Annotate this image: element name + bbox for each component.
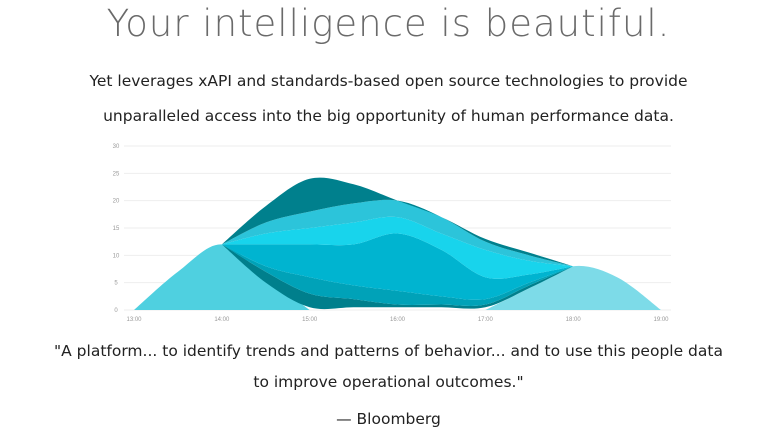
x-tick-label: 18:00 [566, 317, 582, 323]
y-tick-label: 15 [113, 226, 120, 232]
y-tick-label: 5 [114, 281, 118, 287]
x-tick-label: 13:00 [126, 317, 142, 323]
stream-layer-5 [221, 216, 574, 279]
y-tick-label: 30 [113, 144, 120, 150]
stream-chart: 0 5 10 15 20 25 30 13:00 14:00 15:00 16:00 17:00 18:… [113, 144, 671, 323]
x-tick-label: 17:00 [478, 317, 494, 323]
x-tick-label: 14:00 [214, 317, 230, 323]
hero-subtitle-line-2: unparalleled access into the big opportu… [103, 107, 674, 125]
quote-line-1: "A platform... to identify trends and pa… [54, 342, 723, 360]
quote-attribution: — Bloomberg [336, 410, 441, 428]
y-tick-label: 0 [114, 308, 118, 314]
stream-layer-6 [221, 199, 574, 267]
stream-layer-1 [485, 265, 661, 310]
quote-line-2: to improve operational outcomes." [253, 373, 524, 391]
stream-layer-0 [134, 244, 310, 310]
y-tick-label: 10 [113, 253, 120, 259]
y-tick-label: 20 [113, 199, 120, 205]
stream-layer-4 [221, 233, 574, 300]
x-tick-label: 15:00 [302, 317, 318, 323]
x-tick-label: 16:00 [390, 317, 406, 323]
hero-title: Your intelligence is beautiful. [106, 2, 671, 45]
stream-layer-3 [221, 244, 574, 306]
y-tick-label: 25 [113, 171, 120, 177]
stream-layer-7 [221, 177, 574, 267]
x-tick-label: 19:00 [653, 317, 669, 323]
hero-subtitle-line-1: Yet leverages xAPI and standards-based o… [89, 72, 688, 90]
